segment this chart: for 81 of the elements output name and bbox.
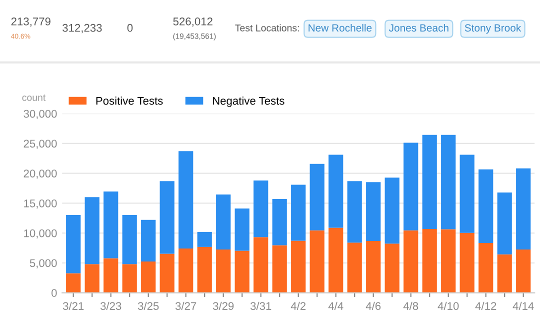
- bar: [66, 214, 81, 274]
- y-tick-label: 30,000: [24, 110, 57, 120]
- bar: [104, 192, 118, 258]
- bar: [404, 230, 418, 293]
- bar: [84, 197, 100, 264]
- bar: [441, 134, 456, 230]
- bar: [460, 154, 474, 233]
- bar: [84, 264, 100, 293]
- bar: [516, 249, 531, 293]
- bar: [328, 228, 344, 293]
- x-tick-label: 4/12: [475, 302, 496, 310]
- bar: [254, 180, 268, 238]
- bar: [234, 208, 250, 251]
- legend-label: Negative Tests: [212, 96, 284, 107]
- y-tick-label: 10,000: [24, 229, 57, 239]
- y-tick-label: 5,000: [30, 259, 57, 268]
- bar: [478, 242, 494, 293]
- bar: [178, 151, 194, 249]
- x-tick-label: 3/29: [212, 302, 234, 310]
- bar: [234, 250, 250, 293]
- bar: [254, 237, 268, 293]
- x-tick-label: 3/21: [62, 302, 84, 310]
- x-tick-label: 3/25: [138, 302, 159, 310]
- x-tick-label: 4/6: [366, 302, 381, 310]
- bar: [197, 246, 212, 293]
- bar: [422, 229, 437, 293]
- bar: [141, 220, 156, 262]
- y-tick-label: 25,000: [24, 140, 57, 149]
- text: New Rochelle: [308, 24, 372, 32]
- bar: [328, 154, 344, 228]
- bar: [122, 214, 137, 264]
- bar: [497, 192, 512, 254]
- y-tick-label: 20,000: [24, 170, 57, 179]
- text: 312,233: [62, 24, 102, 34]
- text: Stony Brook: [464, 24, 522, 34]
- bar: [104, 258, 118, 293]
- text: 0: [127, 24, 133, 32]
- x-tick-label: 4/4: [328, 302, 344, 310]
- bar: [197, 232, 212, 247]
- text: Jones Beach: [388, 24, 448, 32]
- bar: [404, 142, 418, 230]
- bar: [272, 245, 287, 293]
- bar: [291, 184, 306, 241]
- bar: [141, 262, 156, 293]
- bar: [347, 181, 362, 243]
- bar: [178, 248, 194, 293]
- bar: [66, 273, 81, 293]
- bar: [478, 169, 494, 243]
- y-tick-label: 15,000: [24, 199, 57, 209]
- bar: [422, 134, 437, 230]
- bar: [216, 249, 231, 293]
- text: 213,779: [11, 18, 50, 27]
- bar: [216, 194, 231, 250]
- bar: [310, 230, 324, 293]
- bar: [366, 241, 381, 293]
- x-tick-label: 4/2: [290, 302, 306, 310]
- bar: [122, 264, 137, 293]
- bar: [516, 168, 531, 250]
- bar: [460, 232, 474, 293]
- bar: [384, 244, 400, 293]
- bar: [497, 254, 512, 293]
- bar: [366, 182, 381, 242]
- legend-label: Positive Tests: [96, 96, 163, 105]
- x-tick-label: 3/27: [175, 302, 196, 310]
- y-tick-label: 0: [51, 289, 57, 297]
- text: 526,012: [173, 18, 212, 27]
- y-axis-title: count: [22, 94, 46, 101]
- bar: [272, 199, 287, 246]
- x-tick-label: 4/8: [403, 302, 418, 310]
- bar: [384, 178, 400, 244]
- x-tick-label: 3/31: [250, 302, 272, 310]
- bar: [310, 164, 324, 230]
- bar: [441, 229, 456, 293]
- bar: [291, 240, 306, 293]
- text: Test Locations:: [235, 24, 299, 32]
- x-tick-label: 3/23: [100, 302, 122, 310]
- bar: [160, 254, 174, 293]
- bar: [160, 181, 174, 254]
- bar: [347, 242, 362, 293]
- x-tick-label: 4/10: [438, 302, 459, 310]
- x-tick-label: 4/14: [512, 302, 534, 310]
